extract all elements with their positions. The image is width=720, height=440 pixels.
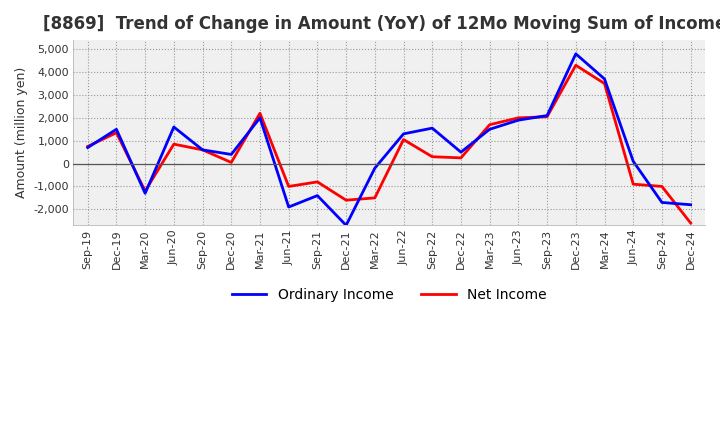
Ordinary Income	[657, 200, 666, 205]
Net Income	[514, 115, 523, 121]
Net Income	[629, 182, 637, 187]
Legend: Ordinary Income, Net Income: Ordinary Income, Net Income	[226, 282, 552, 307]
Net Income	[686, 220, 695, 226]
Net Income	[84, 144, 92, 149]
Ordinary Income	[686, 202, 695, 207]
Ordinary Income	[572, 51, 580, 56]
Ordinary Income	[284, 205, 293, 210]
Ordinary Income	[313, 193, 322, 198]
Ordinary Income	[256, 115, 264, 121]
Line: Ordinary Income: Ordinary Income	[88, 54, 690, 225]
Ordinary Income	[141, 191, 150, 196]
Ordinary Income	[629, 159, 637, 164]
Ordinary Income	[227, 152, 235, 157]
Net Income	[600, 81, 609, 86]
Net Income	[284, 184, 293, 189]
Net Income	[543, 114, 552, 119]
Ordinary Income	[198, 147, 207, 153]
Net Income	[428, 154, 436, 159]
Net Income	[227, 160, 235, 165]
Ordinary Income	[371, 165, 379, 171]
Net Income	[342, 198, 351, 203]
Net Income	[169, 142, 178, 147]
Net Income	[112, 130, 121, 136]
Ordinary Income	[342, 223, 351, 228]
Ordinary Income	[169, 125, 178, 130]
Net Income	[141, 188, 150, 194]
Net Income	[572, 62, 580, 68]
Ordinary Income	[456, 150, 465, 155]
Net Income	[657, 184, 666, 189]
Net Income	[256, 110, 264, 116]
Ordinary Income	[112, 127, 121, 132]
Title: [8869]  Trend of Change in Amount (YoY) of 12Mo Moving Sum of Incomes: [8869] Trend of Change in Amount (YoY) o…	[42, 15, 720, 33]
Ordinary Income	[485, 127, 494, 132]
Ordinary Income	[399, 131, 408, 136]
Ordinary Income	[84, 145, 92, 150]
Net Income	[371, 195, 379, 201]
Ordinary Income	[428, 125, 436, 131]
Net Income	[399, 137, 408, 142]
Net Income	[198, 147, 207, 153]
Net Income	[456, 155, 465, 161]
Line: Net Income: Net Income	[88, 65, 690, 223]
Y-axis label: Amount (million yen): Amount (million yen)	[15, 67, 28, 198]
Ordinary Income	[600, 77, 609, 82]
Ordinary Income	[514, 117, 523, 123]
Ordinary Income	[543, 113, 552, 118]
Net Income	[485, 122, 494, 127]
Net Income	[313, 179, 322, 184]
